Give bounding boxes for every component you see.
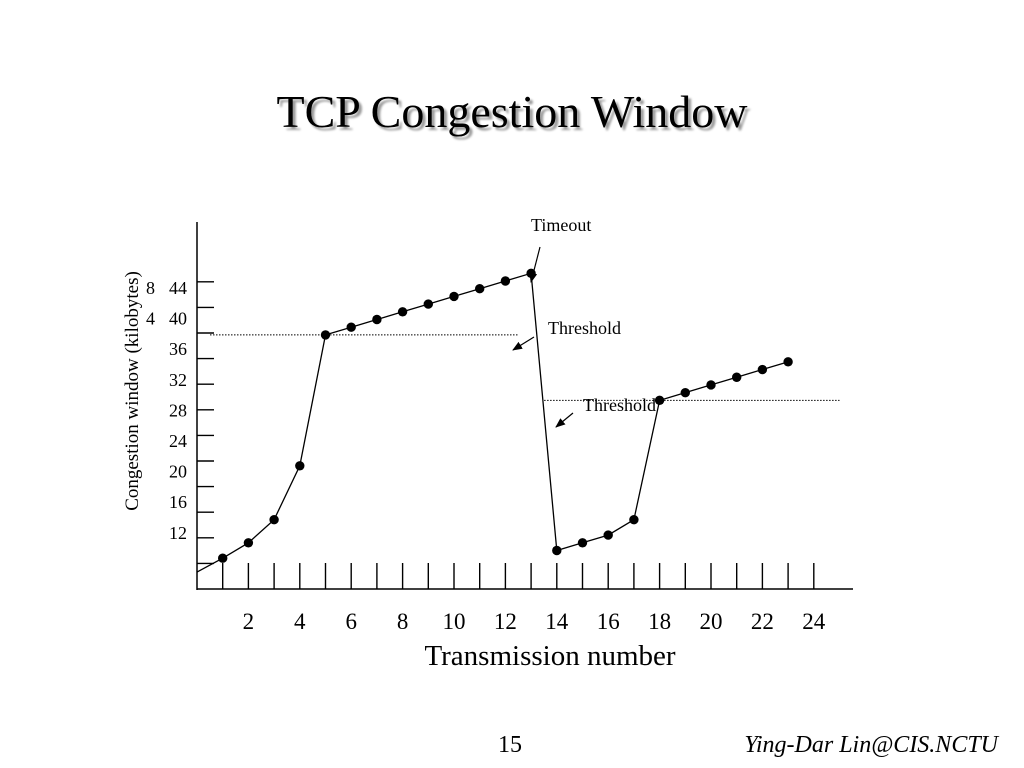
data-point-23 xyxy=(783,357,793,367)
y-tick-label-12: 12 xyxy=(169,523,187,543)
x-tick-label-22: 22 xyxy=(751,609,774,634)
data-point-6 xyxy=(346,322,356,332)
data-point-22 xyxy=(757,364,768,375)
y-tick-label-44: 44 xyxy=(169,278,187,298)
data-point-12 xyxy=(500,276,511,286)
data-point-19 xyxy=(680,387,690,398)
x-axis-title: Transmission number xyxy=(424,640,676,672)
data-point-16 xyxy=(603,530,613,540)
x-tick-label-16: 16 xyxy=(597,609,620,634)
data-point-21 xyxy=(732,372,742,382)
timeout-annotation: Timeout xyxy=(531,215,591,235)
y-tick-label-28: 28 xyxy=(169,400,187,420)
x-tick-label-8: 8 xyxy=(397,609,409,634)
y-axis-title: Congestion window (kilobytes) xyxy=(122,271,143,511)
y-tick-label-20: 20 xyxy=(169,462,187,482)
timeout-arrow xyxy=(529,246,541,283)
y-tick-label-32: 32 xyxy=(169,370,187,390)
y-tick-label-16: 16 xyxy=(169,492,187,512)
threshold-lines xyxy=(210,334,840,401)
slide-footer: Ying-Dar Lin@CIS.NCTU xyxy=(744,732,998,758)
data-point-8 xyxy=(397,307,408,317)
x-tick-label-4: 4 xyxy=(294,609,306,634)
data-point-9 xyxy=(423,299,433,309)
congestion-window-line xyxy=(196,272,789,573)
data-point-7 xyxy=(372,314,382,325)
x-tick-label-2: 2 xyxy=(243,609,255,634)
data-point-20 xyxy=(706,380,716,390)
data-point-1 xyxy=(218,553,228,563)
x-tick-label-14: 14 xyxy=(545,609,569,634)
data-point-14 xyxy=(552,545,562,556)
y-tick-label-24: 24 xyxy=(169,431,187,451)
threshold-arrow-1 xyxy=(512,336,535,351)
data-point-2 xyxy=(243,538,254,548)
data-point-11 xyxy=(475,284,485,294)
x-tick-label-24: 24 xyxy=(802,609,826,634)
data-markers xyxy=(218,268,793,563)
data-point-10 xyxy=(449,291,459,302)
data-point-17 xyxy=(629,515,639,525)
y-tick-prefix-8: 8 xyxy=(146,278,155,298)
threshold-annotation-2: Threshold xyxy=(583,395,656,415)
x-tick-label-10: 10 xyxy=(443,609,466,634)
x-tick-label-12: 12 xyxy=(494,609,517,634)
x-tick-label-20: 20 xyxy=(700,609,723,634)
page-number: 15 xyxy=(498,732,522,758)
y-tick-label-36: 36 xyxy=(169,339,187,359)
x-tick-label-18: 18 xyxy=(648,609,671,634)
threshold-annotation-1: Threshold xyxy=(548,318,621,338)
y-tick-label-40: 40 xyxy=(169,309,187,329)
data-point-4 xyxy=(295,461,305,471)
y-tick-prefix-4: 4 xyxy=(146,309,155,329)
data-point-3 xyxy=(269,515,279,525)
data-point-15 xyxy=(577,538,588,548)
tick-marks xyxy=(197,281,815,589)
data-point-5 xyxy=(320,330,331,340)
series-line xyxy=(196,272,789,573)
x-tick-label-6: 6 xyxy=(345,609,357,634)
threshold-arrow-2 xyxy=(555,412,574,428)
data-point-18 xyxy=(654,395,665,406)
slide-title: TCP Congestion Window xyxy=(276,86,748,137)
